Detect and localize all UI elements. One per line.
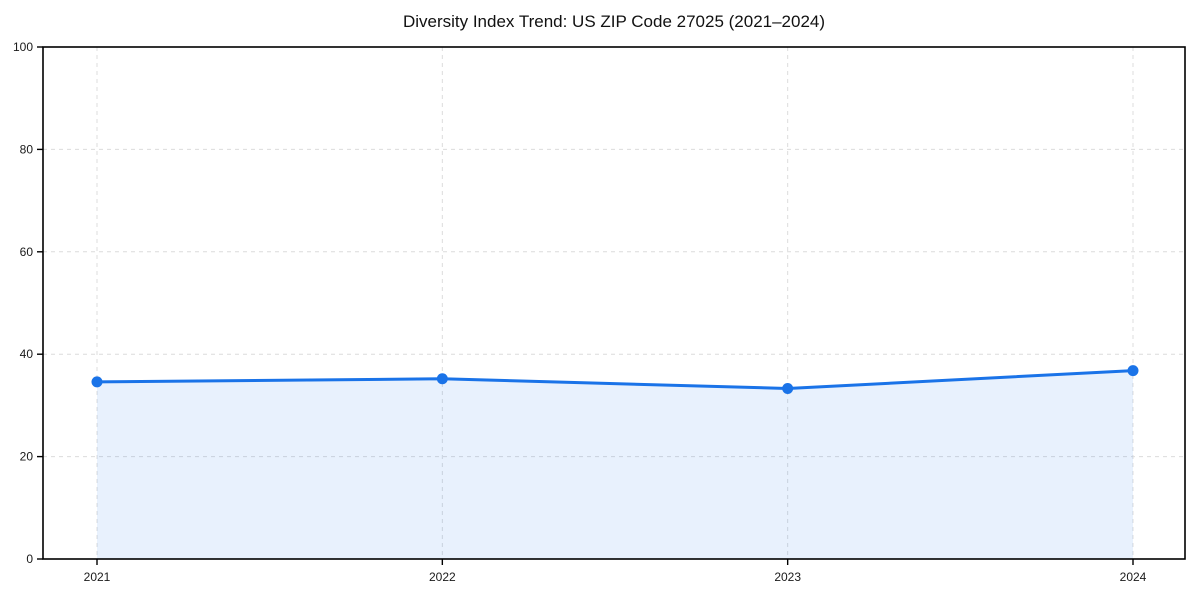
y-axis-tick-label: 20	[20, 450, 34, 464]
x-axis-tick-label: 2021	[84, 570, 111, 584]
x-axis-tick-label: 2022	[429, 570, 456, 584]
area-fill	[97, 370, 1133, 559]
y-axis-tick-label: 100	[13, 40, 33, 54]
data-point-marker	[782, 383, 794, 395]
data-point-marker	[91, 376, 103, 388]
data-point-marker	[1127, 365, 1139, 377]
y-axis-tick-label: 80	[20, 142, 34, 156]
x-axis-tick-label: 2023	[774, 570, 801, 584]
chart-title: Diversity Index Trend: US ZIP Code 27025…	[402, 12, 826, 31]
y-axis-tick-label: 60	[20, 245, 34, 259]
x-axis-tick-label: 2024	[1120, 570, 1147, 584]
plot-border	[42, 46, 1186, 560]
y-axis-tick-label: 0	[26, 552, 33, 566]
data-point-marker	[436, 373, 448, 385]
trend-line	[95, 369, 1135, 391]
y-axis-tick-label: 40	[20, 347, 34, 361]
